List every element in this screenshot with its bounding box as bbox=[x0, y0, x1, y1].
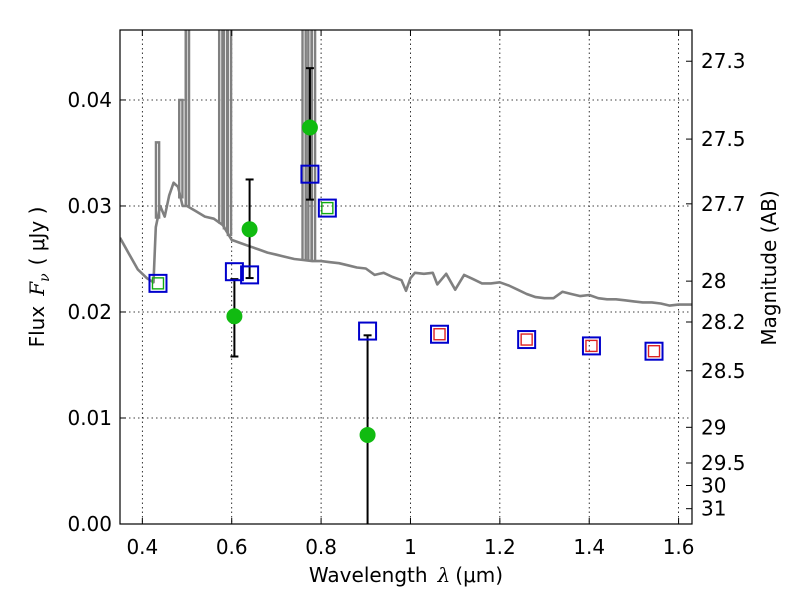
plot-frame bbox=[119, 29, 693, 525]
sed-emission-line bbox=[184, 30, 191, 207]
model-ir-square bbox=[585, 339, 598, 353]
mag-tick-label: 28.2 bbox=[701, 310, 746, 334]
mag-tick-label: 31 bbox=[701, 497, 726, 521]
x-tick-label: 0.6 bbox=[216, 535, 248, 559]
mag-tick-label: 29 bbox=[701, 415, 726, 439]
observed-flux-point bbox=[241, 221, 258, 238]
y-tick-label: 0.01 bbox=[67, 406, 112, 430]
sed-emission-line bbox=[154, 141, 161, 219]
model-flux-square bbox=[358, 321, 378, 341]
sed-emission-line bbox=[310, 30, 317, 262]
model-flux-square bbox=[430, 324, 450, 344]
model-flux-square bbox=[317, 198, 337, 218]
mag-tick-label: 27.3 bbox=[701, 49, 746, 73]
model-ir-square bbox=[520, 333, 533, 346]
y-tick-label: 0.03 bbox=[67, 194, 112, 218]
y2-axis-label: Magnitude (AB) bbox=[757, 190, 781, 345]
observed-flux-point bbox=[359, 426, 376, 443]
model-flux-square bbox=[517, 330, 537, 350]
model-flux-square bbox=[148, 273, 168, 293]
observed-flux-point bbox=[226, 308, 243, 325]
y-tick-label: 0.02 bbox=[67, 300, 112, 324]
sed-emission-line bbox=[217, 30, 224, 224]
model-flux-square bbox=[644, 341, 664, 361]
y-axis-label: FluxFν( μJy ) bbox=[25, 207, 53, 348]
model-ir-square bbox=[647, 345, 661, 358]
x-axis-label: Wavelength λ (μm) bbox=[309, 563, 503, 587]
model-flux-square bbox=[240, 265, 260, 285]
x-tick-label: 1 bbox=[404, 535, 417, 559]
x-tick-label: 1.2 bbox=[484, 535, 516, 559]
observed-flux-point bbox=[301, 119, 318, 136]
y-axis-ticks: 0.00 0.01 0.02 0.03 0.04 bbox=[67, 88, 126, 536]
x-axis-ticks: 0.4 0.6 0.8 1 1.2 1.4 1.6 bbox=[126, 30, 695, 559]
model-ir-square bbox=[433, 328, 446, 341]
model-optical-square bbox=[321, 201, 334, 215]
x-tick-label: 0.8 bbox=[305, 535, 337, 559]
model-flux-square bbox=[300, 164, 320, 184]
mag-tick-label: 29.5 bbox=[701, 451, 746, 475]
model-flux-square bbox=[581, 336, 601, 356]
mag-tick-label: 27.7 bbox=[701, 192, 746, 216]
mag-tick-label: 27.5 bbox=[701, 127, 746, 151]
model-optical-square bbox=[151, 277, 165, 290]
y-tick-label: 0.00 bbox=[67, 512, 112, 536]
y-tick-label: 0.04 bbox=[67, 88, 112, 112]
plot-area bbox=[120, 30, 692, 524]
sed-emission-line bbox=[301, 30, 307, 261]
mag-tick-label: 30 bbox=[701, 474, 726, 498]
model-flux-square bbox=[224, 262, 244, 282]
mag-tick-label: 28.5 bbox=[701, 359, 746, 383]
sed-emission-line bbox=[226, 30, 233, 237]
x-tick-label: 0.4 bbox=[126, 535, 158, 559]
sed-emission-line bbox=[178, 98, 184, 199]
x-tick-label: 1.6 bbox=[663, 535, 695, 559]
x-tick-label: 1.4 bbox=[573, 535, 605, 559]
mag-tick-label: 28 bbox=[701, 269, 726, 293]
